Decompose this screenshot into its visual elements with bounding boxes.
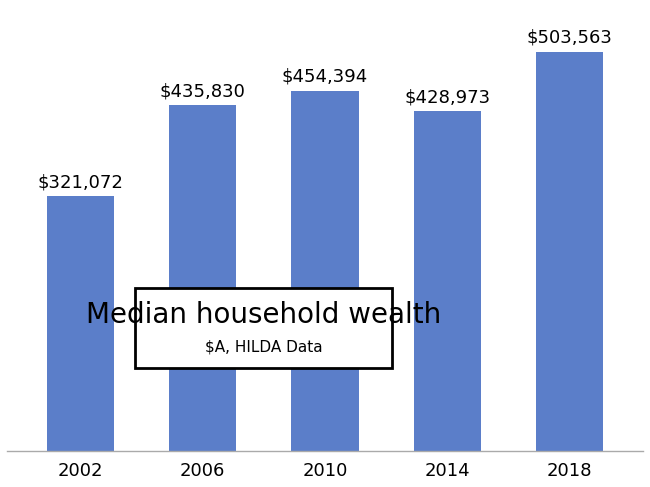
Bar (413, 111, 481, 451)
Text: $435,830: $435,830 (160, 83, 246, 101)
Text: $A, HILDA Data: $A, HILDA Data (205, 339, 322, 355)
FancyBboxPatch shape (135, 288, 393, 368)
Bar (47, 196, 114, 451)
Text: $321,072: $321,072 (38, 174, 124, 191)
Bar (291, 91, 359, 451)
Bar (536, 52, 603, 451)
Text: $454,394: $454,394 (282, 68, 368, 86)
Bar (169, 105, 237, 451)
Text: $503,563: $503,563 (526, 29, 612, 47)
Text: Median household wealth: Median household wealth (86, 301, 441, 329)
Text: $428,973: $428,973 (404, 88, 490, 106)
